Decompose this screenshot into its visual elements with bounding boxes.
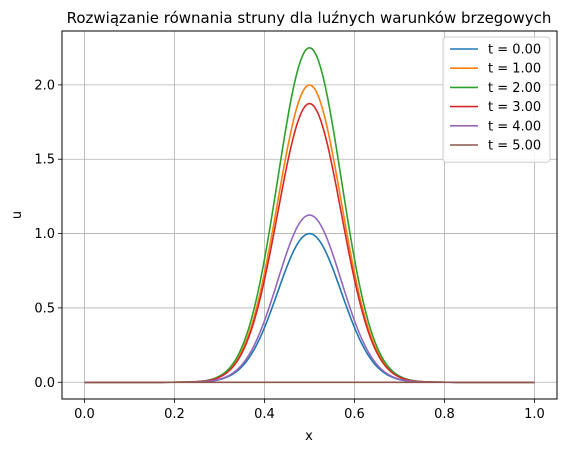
series-group — [84, 46, 535, 384]
legend-label-6: t = 5.00 — [488, 139, 541, 154]
y-tick-label: 1.0 — [34, 227, 55, 242]
y-tick-label: 0.0 — [34, 376, 55, 391]
chart-title: Rozwiązanie równania struny dla luźnych … — [67, 9, 552, 27]
legend-label-3: t = 2.00 — [488, 81, 541, 96]
y-axis-label: u — [10, 211, 25, 219]
plot-frame — [61, 30, 558, 400]
legend: t = 0.00 t = 1.00 t = 2.00 t = 3.00 t = 4.00… — [442, 36, 551, 163]
x-tick-label: 0.2 — [164, 407, 185, 422]
legend-label-2: t = 1.00 — [488, 62, 541, 77]
y-tick-label: 1.5 — [34, 153, 55, 168]
x-axis-label: x — [305, 429, 313, 444]
y-tick-label: 2.0 — [34, 78, 55, 93]
legend-label-1: t = 0.00 — [488, 43, 541, 58]
legend-label-5: t = 4.00 — [488, 119, 541, 134]
legend-label-4: t = 3.00 — [488, 100, 541, 115]
x-tick-label: 0.8 — [434, 407, 455, 422]
y-tick-label: 0.5 — [34, 301, 55, 316]
x-tick-label: 0.4 — [254, 407, 275, 422]
x-tick-label: 0.0 — [74, 407, 95, 422]
x-tick-label: 1.0 — [524, 407, 545, 422]
x-ticks: 0.0 0.2 0.4 0.6 0.8 1.0 — [74, 399, 545, 422]
x-tick-label: 0.6 — [344, 407, 365, 422]
y-ticks: 0.0 0.5 1.0 1.5 2.0 — [34, 78, 62, 391]
